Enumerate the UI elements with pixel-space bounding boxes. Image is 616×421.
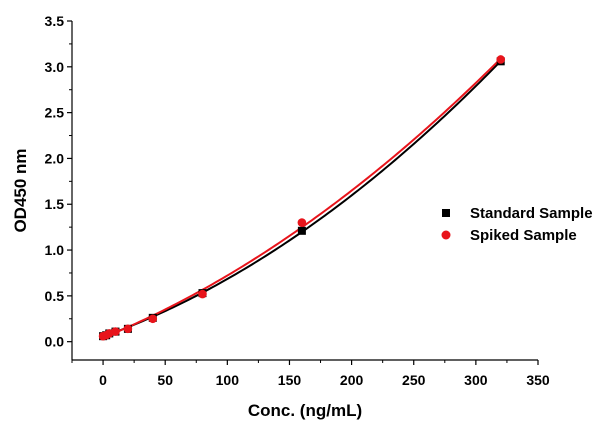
marker-circle-series-2 [111, 327, 120, 336]
x-tick-label: 300 [464, 372, 488, 388]
legend-label-series-2: Spiked Sample [470, 227, 577, 244]
x-tick-label: 100 [216, 372, 240, 388]
axes [71, 21, 538, 361]
x-tick-label: 200 [340, 372, 364, 388]
x-tick-label: 50 [157, 372, 173, 388]
marker-circle-series-2 [123, 324, 133, 334]
ticks: 0 50 100 150 200 250 300 350 0.0 0.5 1.0 1.5 2.0 2.5 3… [45, 13, 550, 388]
legend: Standard Sample Spiked Sample [441, 205, 593, 244]
y-tick-label: 0.0 [45, 334, 65, 350]
legend-circle-icon [441, 230, 451, 240]
fit-curves [102, 57, 502, 339]
x-tick-label: 0 [99, 372, 107, 388]
marker-circle-series-2 [297, 218, 307, 227]
legend-square-icon [442, 209, 450, 217]
x-axis-title: Conc. (ng/mL) [248, 401, 362, 420]
legend-label-series-1: Standard Sample [470, 205, 593, 222]
fit-curve-series-1 [102, 60, 502, 338]
y-tick-label: 1.5 [45, 196, 65, 212]
y-tick-label: 3.0 [45, 59, 65, 75]
marker-circle-series-2 [198, 289, 207, 299]
y-axis-title: OD450 nm [11, 148, 30, 232]
x-tick-label: 350 [526, 372, 550, 388]
y-tick-label: 2.5 [45, 105, 65, 121]
marker-circle-series-2 [496, 55, 506, 64]
y-tick-label: 2.0 [45, 150, 65, 166]
y-tick-label: 0.5 [45, 288, 65, 304]
data-points [98, 55, 506, 341]
x-tick-label: 250 [402, 372, 426, 388]
marker-square-series-1 [297, 226, 306, 235]
marker-circle-series-2 [148, 314, 158, 324]
fit-curve-series-2 [102, 57, 502, 339]
x-tick-label: 150 [278, 372, 302, 388]
y-tick-label: 3.5 [45, 13, 65, 29]
y-tick-label: 1.0 [45, 242, 65, 258]
